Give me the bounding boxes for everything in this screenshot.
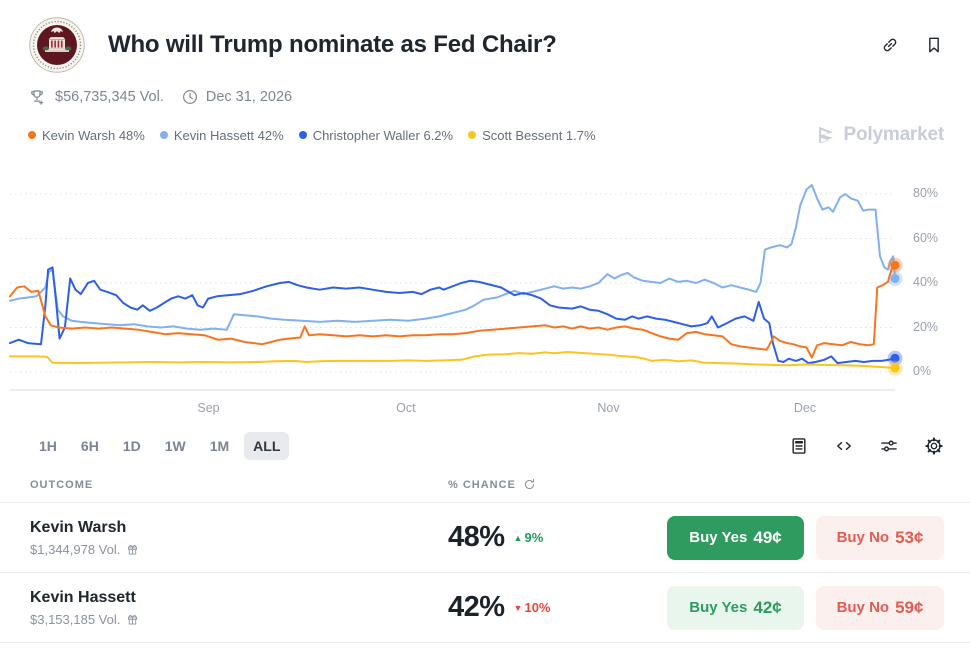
legend-item[interactable]: Christopher Waller 6.2% bbox=[298, 128, 453, 143]
legend-dot-icon bbox=[468, 131, 477, 139]
legend-item[interactable]: Kevin Hassett 42% bbox=[159, 128, 284, 143]
outcome-name: Kevin Warsh bbox=[30, 518, 127, 536]
gift-icon[interactable] bbox=[126, 613, 139, 626]
chance-value: 42% bbox=[448, 591, 505, 623]
outcome-header-label: OUTCOME bbox=[30, 478, 94, 491]
series-endpoint-dot bbox=[890, 274, 900, 284]
chance-header-label: % CHANCE bbox=[448, 478, 516, 491]
y-axis-label: 60% bbox=[913, 230, 939, 245]
leaderboard-trophy-icon bbox=[28, 88, 46, 106]
chart-toolbar: 1H 6H 1D 1W 1M ALL bbox=[0, 432, 970, 460]
chance-delta: ▲ 9% bbox=[513, 530, 544, 545]
legend-dot-icon bbox=[298, 131, 307, 139]
range-button-all[interactable]: ALL bbox=[244, 432, 290, 460]
price-chart[interactable]: 0% 20% 40% 60% 80% bbox=[9, 170, 938, 392]
delta-arrow-icon: ▲ bbox=[513, 532, 523, 543]
range-button-6h[interactable]: 6H bbox=[72, 432, 108, 460]
table-row: Kevin Hassett $3,153,185 Vol. 42% ▼ 10% B… bbox=[0, 573, 970, 643]
buy-yes-button[interactable]: Buy Yes 49¢ bbox=[667, 515, 804, 560]
chart-line bbox=[9, 264, 896, 359]
market-title: Who will Trump nominate as Fed Chair? bbox=[108, 31, 557, 58]
x-axis-label: Dec bbox=[793, 401, 817, 415]
fed-seal-logo bbox=[29, 17, 85, 73]
chart-line bbox=[9, 351, 896, 369]
copy-link-icon[interactable] bbox=[880, 35, 900, 55]
table-row: Kevin Warsh $1,344,978 Vol. 48% ▲ 9% Buy … bbox=[0, 503, 970, 573]
series-endpoint-dot bbox=[890, 260, 900, 270]
bookmark-icon[interactable] bbox=[924, 35, 944, 55]
legend-dot-icon bbox=[159, 131, 168, 139]
buy-no-button[interactable]: Buy No 53¢ bbox=[816, 515, 944, 560]
x-axis-label: Sep bbox=[197, 401, 220, 415]
polymarket-logo-icon bbox=[818, 126, 833, 144]
market-meta: $56,735,345 Vol. Dec 31, 2026 bbox=[0, 88, 970, 106]
outcome-name: Kevin Hassett bbox=[30, 588, 136, 606]
embed-code-icon[interactable] bbox=[834, 436, 854, 456]
outcome-table: Kevin Warsh $1,344,978 Vol. 48% ▲ 9% Buy … bbox=[0, 503, 970, 643]
time-range-buttons: 1H 6H 1D 1W 1M ALL bbox=[30, 432, 789, 460]
legend-item[interactable]: Scott Bessent 1.7% bbox=[468, 128, 596, 143]
outcome-volume: $1,344,978 Vol. bbox=[30, 541, 121, 557]
buy-no-button[interactable]: Buy No 59¢ bbox=[816, 585, 944, 630]
range-button-1h[interactable]: 1H bbox=[30, 432, 66, 460]
outcome-volume: $3,153,185 Vol. bbox=[30, 611, 121, 627]
legend-dot-icon bbox=[28, 131, 36, 139]
range-button-1w[interactable]: 1W bbox=[156, 432, 195, 460]
refresh-icon[interactable] bbox=[523, 478, 536, 491]
end-date: Dec 31, 2026 bbox=[205, 89, 293, 105]
chart-x-axis: Sep Oct Nov Dec bbox=[10, 392, 895, 422]
gift-icon[interactable] bbox=[126, 543, 139, 556]
y-axis-label: 80% bbox=[913, 186, 939, 200]
market-header: Who will Trump nominate as Fed Chair? bbox=[0, 16, 970, 74]
range-button-1d[interactable]: 1D bbox=[114, 432, 150, 460]
news-icon[interactable] bbox=[789, 436, 809, 456]
x-axis-label: Nov bbox=[597, 401, 620, 415]
clock-icon bbox=[181, 88, 199, 106]
outcome-table-header: OUTCOME % CHANCE bbox=[0, 478, 970, 503]
chart-line bbox=[9, 184, 896, 331]
chance-value: 48% bbox=[448, 521, 505, 553]
gear-icon[interactable] bbox=[924, 436, 944, 456]
series-endpoint-dot bbox=[890, 363, 900, 373]
delta-arrow-icon: ▼ bbox=[513, 602, 523, 613]
y-axis-label: 40% bbox=[913, 275, 939, 289]
x-axis-label: Oct bbox=[396, 401, 416, 415]
chart-legend: Kevin Warsh 48% Kevin Hassett 42% Christop… bbox=[28, 128, 815, 143]
buy-yes-button[interactable]: Buy Yes 42¢ bbox=[667, 585, 804, 630]
chart-svg[interactable] bbox=[9, 170, 903, 392]
chart-line bbox=[9, 266, 896, 365]
y-axis-label: 20% bbox=[913, 319, 939, 334]
series-endpoint-dot bbox=[890, 353, 900, 363]
y-axis-label: 0% bbox=[913, 364, 932, 378]
chance-delta: ▼ 10% bbox=[513, 600, 551, 615]
legend-item[interactable]: Kevin Warsh 48% bbox=[28, 128, 145, 143]
volume-text: $56,735,345 Vol. bbox=[55, 89, 164, 105]
range-button-1m[interactable]: 1M bbox=[201, 432, 238, 460]
polymarket-watermark: Polymarket bbox=[815, 124, 944, 146]
chart-settings-sliders-icon[interactable] bbox=[879, 436, 899, 456]
